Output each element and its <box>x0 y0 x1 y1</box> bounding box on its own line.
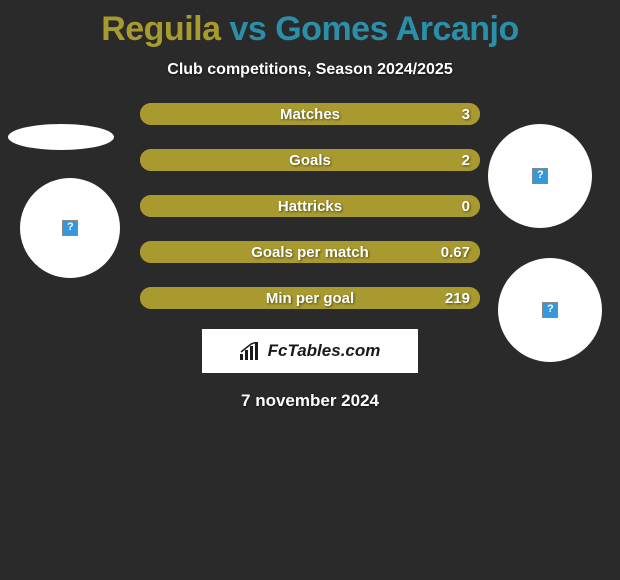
stat-value: 0 <box>462 198 470 215</box>
stat-label: Matches <box>280 106 340 123</box>
stat-value: 3 <box>462 106 470 123</box>
avatar-circle <box>20 178 120 278</box>
subtitle: Club competitions, Season 2024/2025 <box>0 61 620 79</box>
stat-label: Min per goal <box>266 290 354 307</box>
vs-text: vs <box>221 10 276 48</box>
stat-row: Matches 3 <box>140 103 480 125</box>
stat-label: Hattricks <box>278 198 342 215</box>
placeholder-icon <box>542 302 558 318</box>
avatar-circle <box>498 258 602 362</box>
stat-row: Goals per match 0.67 <box>140 241 480 263</box>
stat-row: Hattricks 0 <box>140 195 480 217</box>
stat-value: 2 <box>462 152 470 169</box>
stat-row: Goals 2 <box>140 149 480 171</box>
stat-row: Min per goal 219 <box>140 287 480 309</box>
placeholder-icon <box>62 220 78 236</box>
avatar-circle <box>488 124 592 228</box>
chart-icon <box>240 342 262 360</box>
player1-name: Reguila <box>101 10 220 48</box>
page-title: Reguila vs Gomes Arcanjo <box>0 0 620 49</box>
stat-label: Goals per match <box>251 244 369 261</box>
decorative-ellipse <box>8 124 114 150</box>
stat-value: 219 <box>445 290 470 307</box>
placeholder-icon <box>532 168 548 184</box>
date-text: 7 november 2024 <box>0 391 620 411</box>
stat-label: Goals <box>289 152 331 169</box>
stat-value: 0.67 <box>441 244 470 261</box>
watermark: FcTables.com <box>202 329 418 373</box>
player2-name: Gomes Arcanjo <box>275 10 519 48</box>
watermark-text: FcTables.com <box>268 341 381 361</box>
